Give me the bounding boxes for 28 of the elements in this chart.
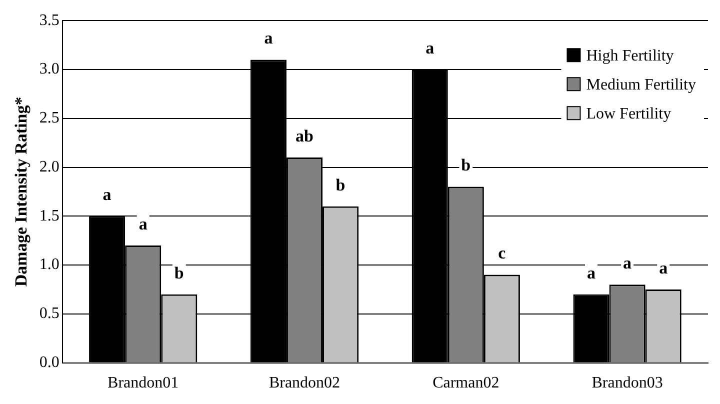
legend-label: Low Fertility: [586, 105, 672, 122]
data-label: b: [174, 263, 184, 282]
y-tick-label: 2.0: [39, 158, 60, 176]
data-label: c: [498, 244, 506, 263]
y-tick-label: 3.5: [39, 12, 60, 29]
x-tick-label: Brandon02: [268, 374, 340, 392]
data-label: a: [264, 28, 274, 48]
legend-label: High Fertility: [586, 47, 674, 64]
y-tick-label: 1.5: [39, 207, 60, 224]
y-tick-label: 2.5: [39, 110, 60, 127]
data-label: a: [623, 253, 632, 272]
x-tick-label: Carman02: [432, 374, 500, 392]
y-tick-label: 0.0: [39, 354, 60, 372]
y-tick-label: 3.0: [39, 60, 60, 78]
y-axis-title: Damage Intensity Rating*: [12, 96, 31, 287]
data-label: a: [426, 38, 435, 58]
y-tick-label: 0.5: [39, 305, 60, 322]
data-label: a: [587, 263, 596, 282]
data-label: a: [659, 258, 668, 278]
data-label: a: [102, 185, 112, 204]
legend-label: Medium Fertility: [586, 76, 696, 94]
x-tick-label: Brandon03: [592, 374, 663, 392]
data-label: b: [461, 156, 471, 175]
data-label: ab: [296, 126, 314, 146]
x-tick-label: Brandon01: [108, 374, 179, 392]
y-tick-label: 1.0: [39, 256, 60, 274]
data-label: b: [336, 175, 346, 194]
data-label: a: [138, 214, 148, 234]
